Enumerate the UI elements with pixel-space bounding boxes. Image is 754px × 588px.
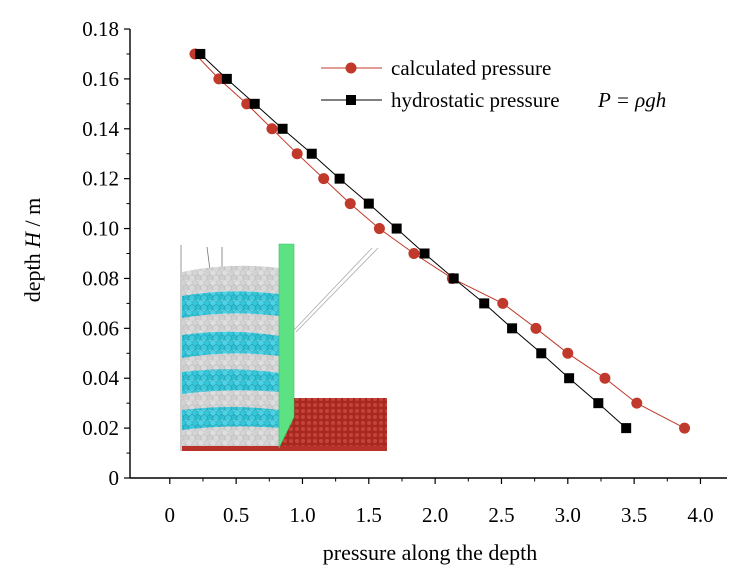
y-tick-label: 0.04	[82, 366, 119, 390]
hydrostatic-point	[221, 73, 232, 84]
calculated-point	[562, 347, 574, 359]
hydrostatic-point	[306, 148, 317, 159]
hydrostatic-point	[391, 223, 402, 234]
x-tick-label: 1.0	[289, 503, 315, 527]
calculated-point	[266, 123, 278, 135]
x-tick-label: 4.0	[687, 503, 713, 527]
x-tick-label: 1.5	[356, 503, 382, 527]
y-tick-label: 0.18	[82, 17, 119, 41]
y-tick-label: 0.10	[82, 217, 119, 241]
calculated-point	[599, 372, 611, 384]
legend-marker-calculated	[345, 62, 357, 74]
hydrostatic-point	[419, 248, 430, 259]
calculated-point	[497, 297, 509, 309]
legend-label-hydrostatic: hydrostatic pressure	[391, 88, 560, 112]
hydrostatic-point	[249, 98, 260, 109]
y-tick-label: 0.12	[82, 167, 119, 191]
y-axis-label-prefix: depth	[20, 248, 45, 302]
hydrostatic-point	[479, 298, 490, 309]
x-axis-ticks: 0 0.5 1.0 1.5 2.0 2.5 3.0 3.5 4.0	[165, 478, 714, 527]
legend-label-calculated: calculated pressure	[391, 56, 551, 80]
series-layer	[189, 48, 691, 434]
hydrostatic-point	[621, 423, 632, 434]
calculated-point	[213, 73, 225, 85]
calculated-point	[318, 173, 330, 185]
calculated-point	[291, 148, 303, 160]
x-axis-label: pressure along the depth	[323, 540, 537, 565]
hydrostatic-point	[448, 273, 459, 284]
y-tick-label: 0.14	[82, 117, 119, 141]
hydrostatic-point	[507, 323, 518, 334]
calculated-point	[344, 198, 356, 210]
series-line-hydrostatic	[199, 53, 627, 429]
hydrostatic-point	[564, 373, 575, 384]
calculated-point	[373, 223, 385, 235]
hydrostatic-point	[277, 123, 288, 134]
hydrostatic-point	[334, 173, 345, 184]
x-tick-label: 0	[165, 503, 176, 527]
calculated-point	[241, 98, 253, 110]
y-tick-label: 0.08	[82, 266, 119, 290]
y-axis-label-variable: H	[20, 231, 45, 249]
calculated-point	[408, 248, 420, 259]
x-tick-label: 2.0	[422, 503, 448, 527]
granular-simulation-inset	[180, 243, 387, 451]
y-axis-ticks: 0 0.02 0.04 0.06 0.08 0.10 0.12 0.14 0.16 0.18	[82, 17, 130, 490]
x-tick-label: 3.5	[621, 503, 647, 527]
legend-formula-hydrostatic: P = ρgh	[597, 88, 666, 112]
y-tick-label: 0.16	[82, 67, 119, 91]
y-tick-label: 0.02	[82, 416, 119, 440]
legend: calculated pressure hydrostatic pressure…	[321, 56, 666, 112]
hydrostatic-point	[195, 48, 206, 59]
series-line-calculated	[194, 53, 685, 429]
x-tick-label: 3.0	[555, 503, 581, 527]
x-tick-label: 0.5	[223, 503, 249, 527]
legend-marker-hydrostatic	[346, 95, 356, 105]
hydrostatic-point	[536, 348, 547, 359]
calculated-point	[679, 422, 691, 434]
x-tick-label: 2.5	[488, 503, 514, 527]
y-tick-label: 0	[109, 466, 120, 490]
calculated-point	[631, 397, 643, 409]
hydrostatic-point	[363, 198, 374, 209]
y-axis-label: depth H / m	[20, 198, 45, 303]
calculated-point	[530, 322, 542, 334]
y-tick-label: 0.06	[82, 316, 119, 340]
y-axis-label-unit: / m	[20, 198, 45, 232]
hydrostatic-point	[593, 398, 604, 409]
